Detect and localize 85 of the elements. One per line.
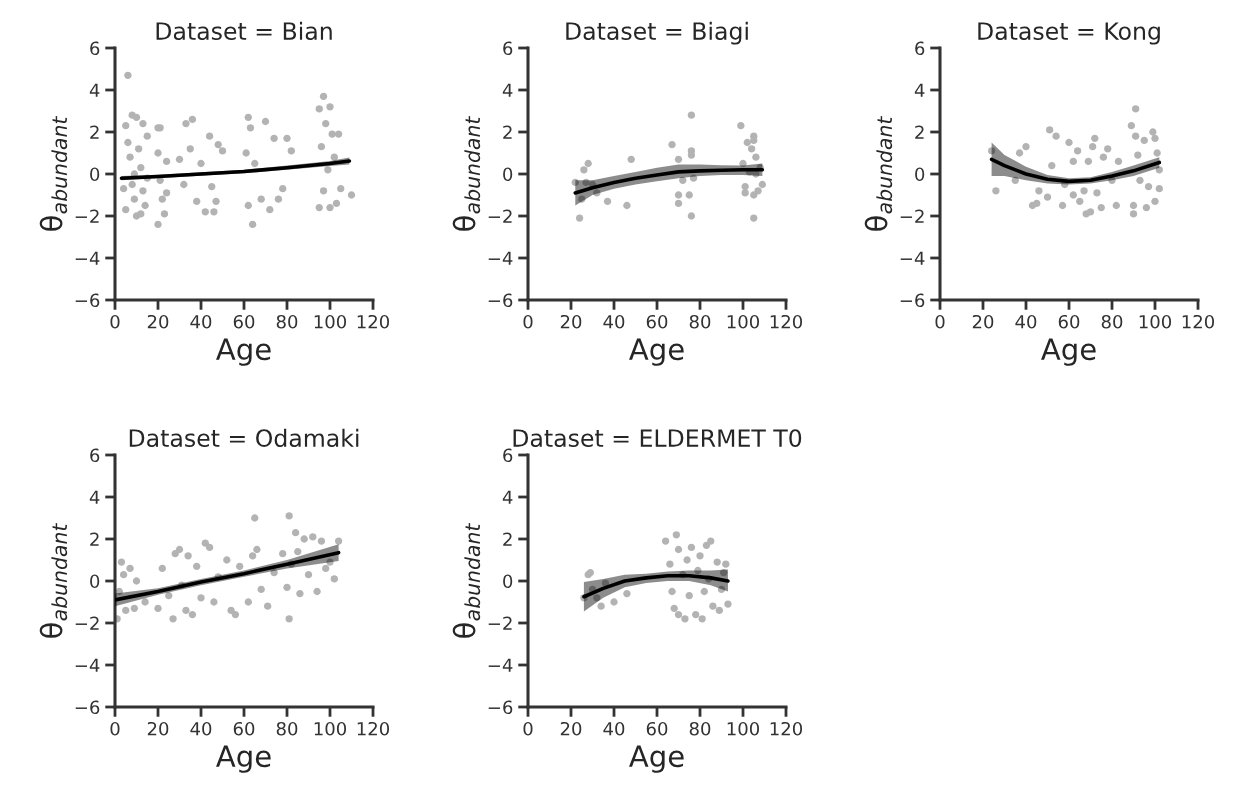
x-tick-label: 0 [935,314,945,329]
x-tick-label: 20 [560,314,582,329]
x-tick-label: 60 [1058,314,1080,329]
y-tick-label: −6 [488,700,513,715]
y-tick-label: −6 [75,293,100,308]
y-tick-label: 2 [90,125,99,139]
x-tick-label: 40 [190,314,212,329]
x-tick-label: 60 [233,721,255,736]
x-tick-label: 80 [1101,314,1123,329]
chart-title: Dataset = Kong [978,22,1160,45]
y-tick-label: 2 [503,125,512,139]
x-tick-label: 40 [603,314,625,329]
y-tick-label: 6 [90,448,100,463]
x-tick-label: 40 [190,721,212,736]
x-tick-label: 120 [770,721,803,736]
y-axis-title: θ$_{abundant}$ [864,115,893,231]
x-axis-title: Age [216,745,271,773]
y-tick-label: 0 [503,574,513,589]
y-tick-label: 0 [90,167,100,182]
chart-title: Dataset = ELDERMET T0 [513,429,802,447]
y-tick-label: 6 [503,41,513,56]
y-tick-label: −2 [488,209,512,223]
x-axis-title: Age [1041,338,1096,366]
x-tick-label: 120 [357,314,390,329]
x-tick-label: 60 [646,314,668,329]
x-tick-label: 60 [233,314,255,329]
y-tick-label: 2 [503,532,512,546]
x-tick-label: 100 [314,314,347,329]
y-tick-label: 2 [915,125,924,139]
x-tick-label: 80 [276,314,298,329]
x-tick-label: 0 [110,314,120,329]
x-tick-label: 20 [972,314,994,329]
y-tick-label: 0 [90,574,100,589]
y-tick-label: −2 [75,209,99,223]
y-tick-label: −6 [900,293,925,308]
x-tick-label: 20 [147,314,169,329]
y-tick-label: −4 [75,251,100,265]
x-tick-label: 80 [689,721,711,736]
y-tick-label: 2 [90,532,99,546]
chart-title: Dataset = Biagi [566,21,748,45]
x-tick-label: 80 [689,314,711,329]
y-tick-label: −2 [900,209,924,223]
x-tick-label: 40 [1015,314,1037,329]
y-tick-label: −4 [488,251,513,265]
y-axis-title: θ$_{abundant}$ [452,522,481,638]
x-tick-label: 0 [523,314,533,329]
y-axis-title: θ$_{abundant}$ [39,115,68,231]
y-tick-label: 4 [502,83,513,97]
y-tick-label: −4 [488,658,513,672]
x-tick-label: 120 [1182,314,1215,329]
x-tick-label: 60 [646,721,668,736]
y-axis-title: θ$_{abundant}$ [39,522,68,638]
x-tick-label: 100 [1139,314,1172,329]
x-axis-title: Age [629,338,684,366]
x-tick-label: 120 [770,314,803,329]
y-axis-title: θ$_{abundant}$ [452,115,481,231]
y-tick-label: 6 [915,41,925,56]
x-tick-label: 20 [147,721,169,736]
x-axis-title: Age [629,745,684,773]
y-tick-label: −4 [900,251,925,265]
x-tick-label: 40 [603,721,625,736]
y-tick-label: −2 [488,616,512,630]
x-axis-title: Age [216,338,271,366]
y-tick-label: −4 [75,658,100,672]
chart-title: Dataset = Odamaki [129,428,359,447]
x-tick-label: 0 [523,721,533,736]
x-tick-label: 20 [560,721,582,736]
y-tick-label: −2 [75,616,99,630]
x-tick-label: 100 [314,721,347,736]
y-tick-label: 4 [89,490,100,504]
y-tick-label: 6 [503,448,513,463]
y-tick-label: 6 [90,41,100,56]
y-tick-label: 0 [503,167,513,182]
chart-title: Dataset = Bian [156,21,332,40]
x-tick-label: 80 [276,721,298,736]
y-tick-label: 4 [914,83,925,97]
x-tick-label: 120 [357,721,390,736]
x-tick-label: 100 [727,721,760,736]
y-tick-label: −6 [488,293,513,308]
y-tick-label: −6 [75,700,100,715]
x-tick-label: 100 [727,314,760,329]
y-tick-label: 4 [89,83,100,97]
y-tick-label: 0 [915,167,925,182]
x-tick-label: 0 [110,721,120,736]
y-tick-label: 4 [502,490,513,504]
